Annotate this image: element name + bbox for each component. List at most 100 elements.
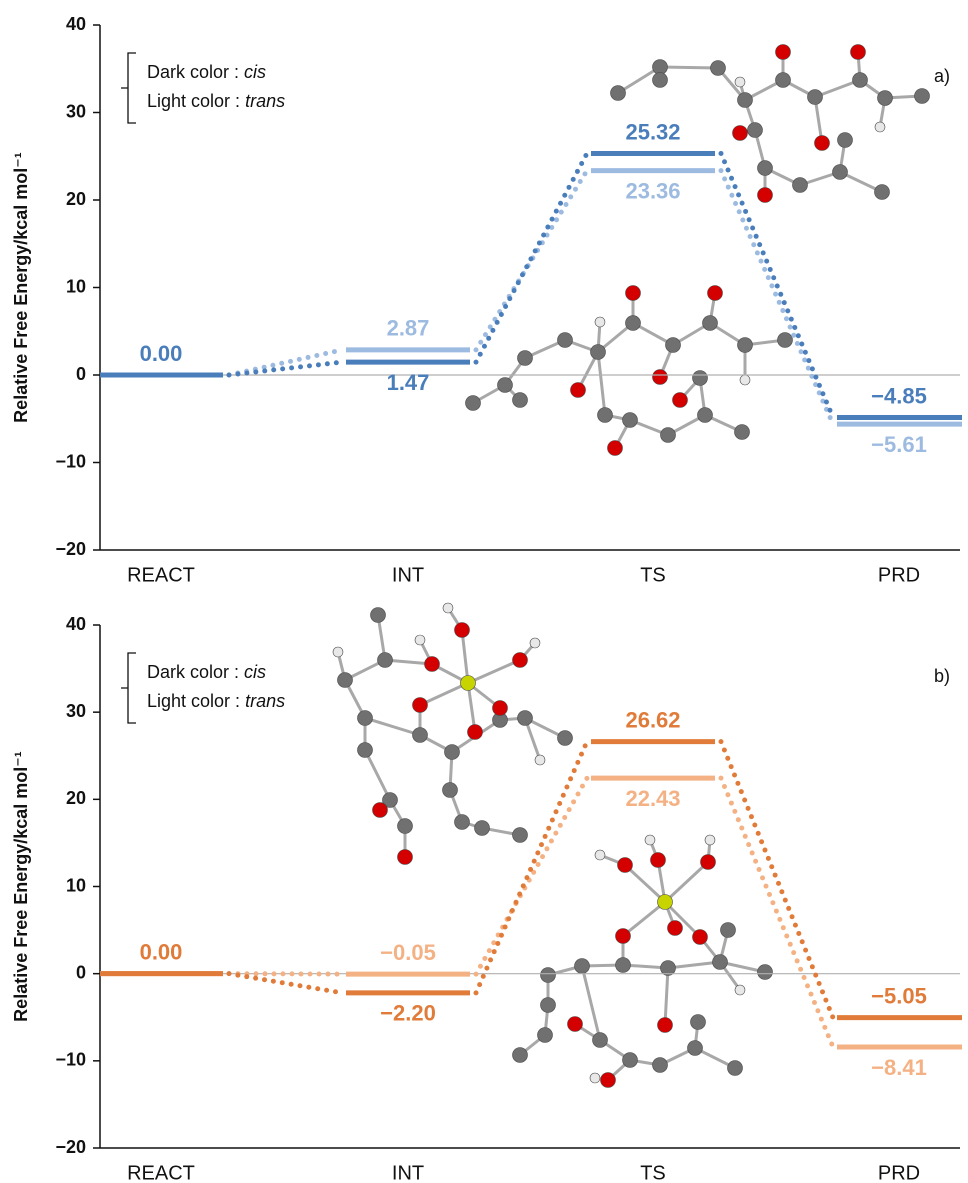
x-tick-label: PRD: [878, 564, 920, 586]
bond: [659, 65, 719, 70]
atom: [615, 957, 631, 973]
legend-name: cis: [244, 62, 266, 82]
y-tick-label: −10: [55, 451, 86, 471]
atom: [372, 802, 388, 818]
legend-bracket: [121, 52, 136, 124]
legend-prefix: Light color :: [147, 691, 240, 711]
atom: [370, 607, 386, 623]
y-tick-label: 40: [66, 14, 86, 34]
atom: [397, 849, 413, 865]
atom: [444, 744, 460, 760]
atom: [357, 742, 373, 758]
y-tick-label: 10: [66, 276, 86, 296]
y-axis-label: Relative Free Energy/kcal mol⁻¹: [11, 152, 31, 423]
atom: [692, 370, 708, 386]
atom: [852, 72, 868, 88]
atom: [874, 121, 886, 133]
bond: [667, 960, 721, 970]
atom: [625, 315, 641, 331]
atom: [597, 407, 613, 423]
connector: [718, 739, 836, 1021]
atom: [652, 72, 668, 88]
x-tick-label: REACT: [127, 1162, 195, 1183]
atom: [454, 814, 470, 830]
y-tick-label: −10: [55, 1050, 86, 1070]
value-label: 0.00: [140, 939, 183, 964]
legend-entry: Dark color : cis: [147, 662, 266, 682]
atom: [617, 857, 633, 873]
atom: [712, 954, 728, 970]
atom: [874, 184, 890, 200]
atom: [567, 1016, 583, 1032]
y-axis-label: Relative Free Energy/kcal mol⁻¹: [11, 751, 31, 1022]
atom: [540, 967, 556, 983]
x-tick-label: TS: [640, 1162, 666, 1183]
bond: [364, 716, 421, 737]
bond: [617, 65, 661, 95]
bond: [663, 967, 670, 1026]
atom: [807, 89, 823, 105]
atom: [747, 122, 763, 138]
y-tick-label: 30: [66, 701, 86, 721]
bond: [814, 78, 861, 99]
atom: [497, 377, 513, 393]
atom: [512, 392, 528, 408]
value-label: −5.05: [871, 983, 927, 1008]
atom: [460, 675, 476, 691]
legend-bracket: [121, 652, 136, 724]
bond: [663, 900, 702, 939]
y-tick-label: −20: [55, 1137, 86, 1157]
connector: [718, 150, 836, 420]
value-label: −5.61: [871, 432, 927, 457]
atom: [732, 125, 748, 141]
atom: [622, 412, 638, 428]
atom: [700, 854, 716, 870]
bond: [419, 681, 469, 707]
y-tick-label: 0: [76, 962, 86, 982]
y-tick-label: 0: [76, 364, 86, 384]
atom: [465, 395, 481, 411]
atom: [690, 1014, 706, 1030]
connector: [473, 775, 590, 977]
atom: [704, 834, 716, 846]
x-tick-label: PRD: [878, 1162, 920, 1183]
atom: [652, 369, 668, 385]
value-label: −8.41: [871, 1055, 927, 1080]
atom: [610, 85, 626, 101]
panel-label: a): [934, 66, 950, 86]
atom: [590, 344, 606, 360]
bond: [467, 658, 521, 685]
atom: [667, 920, 683, 936]
molecule-images: [332, 44, 930, 1088]
atom: [517, 350, 533, 366]
connector: [473, 150, 590, 365]
atom: [737, 92, 753, 108]
atom: [734, 424, 750, 440]
atom: [492, 700, 508, 716]
atom: [592, 1032, 608, 1048]
y-tick-label: 20: [66, 189, 86, 209]
legend-prefix: Light color :: [147, 91, 240, 111]
atom: [517, 710, 533, 726]
value-label: 25.32: [625, 119, 680, 144]
atom: [529, 637, 541, 649]
bond: [623, 863, 667, 904]
atom: [775, 72, 791, 88]
legend-prefix: Dark color :: [147, 662, 239, 682]
atom: [615, 928, 631, 944]
legend-name: trans: [245, 91, 285, 111]
atom: [734, 984, 746, 996]
legend-entry: Dark color : cis: [147, 62, 266, 82]
atom: [557, 332, 573, 348]
y-tick-label: 30: [66, 101, 86, 121]
atom: [600, 1072, 616, 1088]
atom: [397, 818, 413, 834]
bond: [384, 658, 433, 666]
atom: [650, 852, 666, 868]
x-tick-label: INT: [392, 1162, 424, 1183]
atom: [687, 1040, 703, 1056]
atom: [775, 44, 791, 60]
connector: [473, 739, 590, 996]
atom: [739, 374, 751, 386]
value-label: 1.47: [387, 370, 430, 395]
